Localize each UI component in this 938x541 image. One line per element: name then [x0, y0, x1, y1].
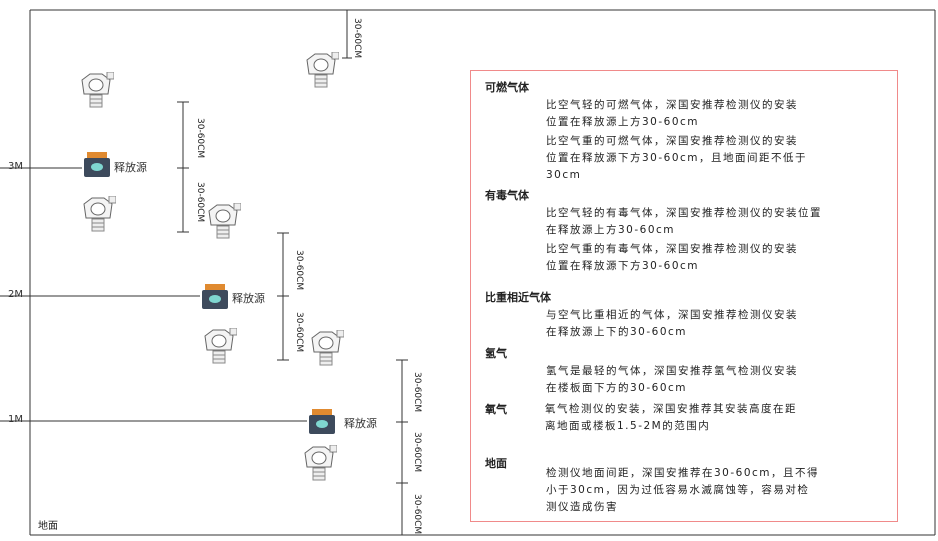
section-title: 氧气 — [485, 403, 507, 416]
level-2m-label: 2M — [8, 289, 23, 300]
section-paragraph: 检测仪地面间距，深国安推荐在30-60cm，且不得 小于30cm，因为过低容易水滅… — [546, 465, 819, 516]
level-3m-label: 3M — [8, 161, 23, 172]
dimension-1m — [396, 359, 408, 535]
ground-label: 地面 — [38, 521, 58, 532]
section-paragraph: 与空气比重相近的气体，深国安推荐检测仪安装 在释放源上下的30-60cm — [546, 307, 798, 341]
section-paragraph: 比空气轻的可燃气体，深国安推荐检测仪的安装 位置在释放源上方30-60cm — [546, 97, 798, 131]
dimension-label: 30-60CM — [412, 372, 422, 413]
release-source-icon — [82, 152, 112, 178]
release-source-label: 释放源 — [114, 161, 147, 174]
gas-detector-icon — [301, 444, 338, 487]
paragraph-line: 检测仪地面间距，深国安推荐在30-60cm，且不得 — [546, 467, 820, 479]
gas-detector-icon — [308, 329, 345, 372]
section-paragraph: 氧气检测仪的安装，深国安推荐其安装高度在距 离地面或楼板1.5-2M的范围内 — [545, 401, 797, 435]
gas-detector-icon — [78, 71, 115, 114]
dimension-label: 30-60CM — [412, 432, 422, 473]
dimension-3m — [177, 101, 189, 233]
paragraph-line: 比空气重的可燃气体，深国安推荐检测仪的安装 — [546, 135, 798, 147]
dimension-label: 30-60CM — [195, 118, 205, 159]
section-paragraph: 比空气轻的有毒气体，深国安推荐检测仪的安装位置 在释放源上方30-60cm — [546, 205, 822, 239]
paragraph-line: 测仪造成伤害 — [546, 501, 618, 513]
release-source-icon — [200, 284, 230, 310]
paragraph-line: 比空气轻的可燃气体，深国安推荐检测仪的安装 — [546, 99, 798, 111]
paragraph-line: 与空气比重相近的气体，深国安推荐检测仪安装 — [546, 309, 798, 321]
section-paragraph: 比空气重的可燃气体，深国安推荐检测仪的安装 位置在释放源下方30-60cm，且地面… — [546, 133, 807, 184]
paragraph-line: 氢气是最轻的气体，深国安推荐氢气检测仪安装 — [546, 365, 798, 377]
paragraph-line: 离地面或楼板1.5-2M的范围内 — [545, 420, 711, 432]
section-title: 比重相近气体 — [485, 291, 551, 304]
dimension-top — [342, 10, 352, 59]
release-source-icon — [307, 409, 337, 435]
paragraph-line: 在释放源上下的30-60cm — [546, 326, 688, 338]
section-title: 地面 — [485, 457, 507, 470]
release-source-label: 释放源 — [344, 417, 377, 430]
dimension-label: 30-60CM — [294, 250, 304, 291]
section-paragraph: 氢气是最轻的气体，深国安推荐氢气检测仪安装 在楼板面下方的30-60cm — [546, 363, 798, 397]
level-1m-label: 1M — [8, 414, 23, 425]
paragraph-line: 位置在释放源下方30-60cm，且地面间距不低于 — [546, 152, 808, 164]
section-paragraph: 比空气重的有毒气体，深国安推荐检测仪的安装 位置在释放源下方30-60cm — [546, 241, 798, 275]
dimension-label: 30-60CM — [352, 18, 362, 59]
gas-detector-icon — [80, 195, 117, 238]
section-title: 有毒气体 — [485, 189, 529, 202]
section-title: 氢气 — [485, 347, 507, 360]
gas-detector-icon — [303, 51, 340, 94]
paragraph-line: 在释放源上方30-60cm — [546, 224, 676, 236]
release-source-label: 释放源 — [232, 292, 265, 305]
paragraph-line: 位置在释放源下方30-60cm — [546, 260, 700, 272]
paragraph-line: 30cm — [546, 169, 582, 181]
paragraph-line: 位置在释放源上方30-60cm — [546, 116, 700, 128]
paragraph-line: 比空气重的有毒气体，深国安推荐检测仪的安装 — [546, 243, 798, 255]
paragraph-line: 在楼板面下方的30-60cm — [546, 382, 688, 394]
section-title: 可燃气体 — [485, 81, 529, 94]
dimension-label: 30-60CM — [412, 494, 422, 535]
guidance-panel: 可燃气体比空气轻的可燃气体，深国安推荐检测仪的安装 位置在释放源上方30-60cm… — [470, 70, 898, 522]
paragraph-line: 小于30cm，因为过低容易水滅腐蚀等，容易对检 — [546, 484, 810, 496]
paragraph-line: 氧气检测仪的安装，深国安推荐其安装高度在距 — [545, 403, 797, 415]
dimension-label: 30-60CM — [294, 312, 304, 353]
paragraph-line: 比空气轻的有毒气体，深国安推荐检测仪的安装位置 — [546, 207, 822, 219]
gas-detector-icon — [201, 327, 238, 370]
dimension-label: 30-60CM — [195, 182, 205, 223]
gas-detector-icon — [205, 202, 242, 245]
dimension-2m — [277, 232, 289, 361]
